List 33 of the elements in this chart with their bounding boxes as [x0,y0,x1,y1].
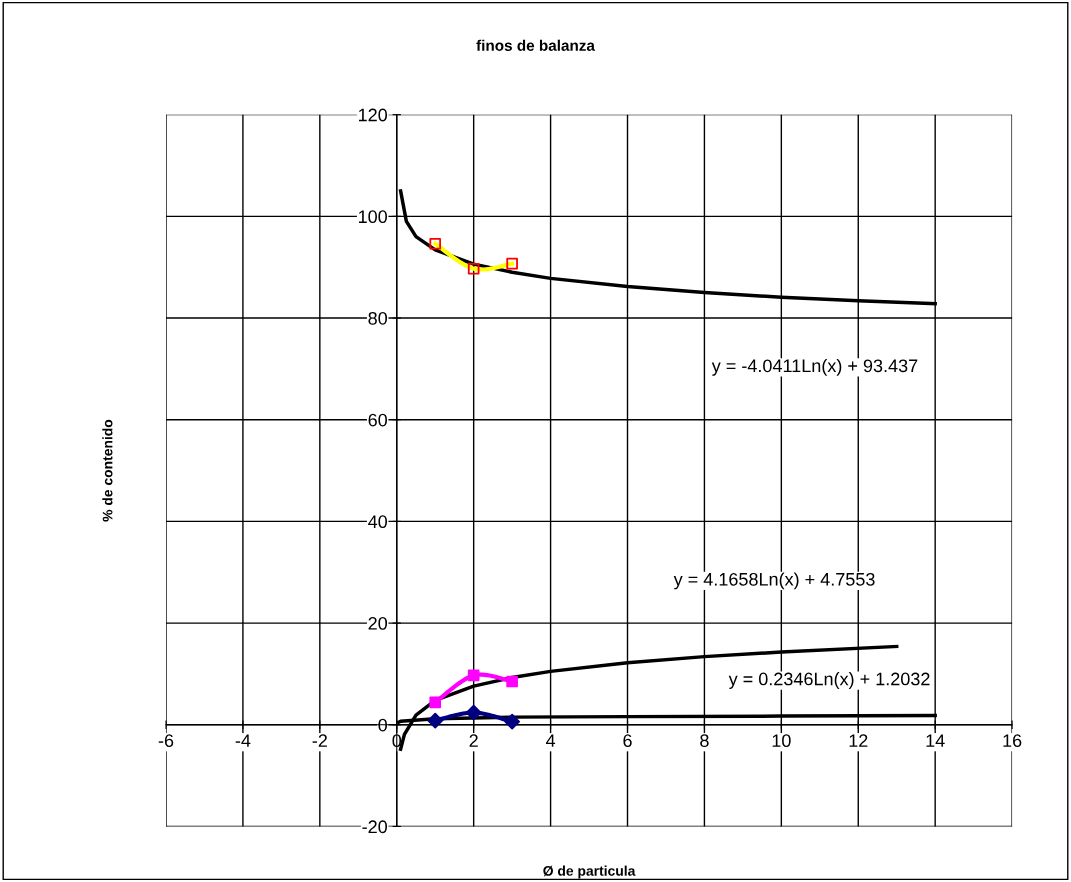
x-tick-label: 12 [849,734,868,747]
y-tick-label: 80 [368,311,388,325]
y-tick-label: 120 [358,108,388,122]
x-tick-label: 4 [545,734,556,747]
x-axis-title: Ø de particula [543,865,636,879]
x-tick-label: 16 [1003,734,1022,748]
x-tick-label: -6 [158,734,174,748]
x-tick-label: 14 [926,734,945,747]
point [429,696,442,709]
point [506,675,518,688]
y-axis-title: % de contenido [102,419,113,522]
x-tick-label: -2 [312,734,327,747]
x-tick-label: -4 [235,734,251,747]
point [465,704,482,721]
point [506,257,518,270]
y-tick-label: 100 [358,210,388,224]
chart-title: finos de balanza [476,39,596,51]
point [427,712,444,729]
point [429,237,442,250]
x-tick-label: 6 [623,734,632,748]
y-tick-label: -20 [362,820,388,834]
annotation: y = 4.1658Ln(x) + 4.7553 [673,572,875,590]
y-tick-label: 40 [368,515,388,529]
annotation: y = -4.0411Ln(x) + 93.437 [711,358,918,376]
x-tick-label: 2 [469,734,478,747]
point [467,669,480,682]
y-tick-label: 20 [368,617,388,630]
y-tick-label: 60 [368,413,388,427]
point [467,262,480,275]
point [504,713,520,730]
annotation: y = 0.2346Ln(x) + 1.2032 [728,672,930,689]
x-tick-label: 10 [772,734,791,748]
x-tick-label: 8 [700,734,709,748]
